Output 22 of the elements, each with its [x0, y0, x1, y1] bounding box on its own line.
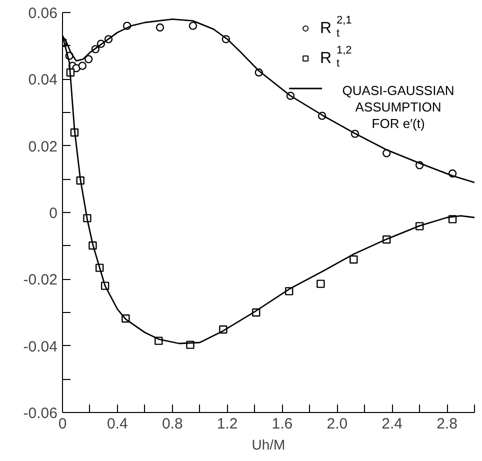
legend-label: QUASI-GAUSSIAN ASSUMPTION FOR e′(t) — [342, 82, 454, 131]
x-tick-label: 1.6 — [272, 416, 293, 432]
y-tick-label: -0.04 — [23, 338, 58, 356]
y-tick-label: 0.06 — [28, 5, 58, 22]
x-tick-label: 2.4 — [382, 416, 403, 432]
point — [316, 280, 325, 288]
x-tick-label: 1.2 — [216, 416, 238, 432]
y-tick-label: -0.06 — [23, 405, 58, 422]
x-tick-label: 2.0 — [326, 416, 348, 432]
point — [84, 55, 93, 64]
y-tick-label: 0.04 — [28, 72, 58, 89]
point — [156, 23, 164, 32]
x-tick-label: 2.8 — [436, 416, 458, 432]
point — [78, 62, 87, 70]
y-tick-label: -0.02 — [23, 272, 58, 289]
y-tick-label: 0.02 — [28, 138, 58, 156]
x-tick-label: 0.4 — [107, 416, 128, 432]
x-axis-title: Uh/M — [252, 436, 286, 452]
y-tick-label: 0 — [49, 205, 58, 222]
point — [188, 22, 198, 30]
x-tick-label: 0.8 — [162, 416, 183, 432]
point — [350, 255, 358, 264]
